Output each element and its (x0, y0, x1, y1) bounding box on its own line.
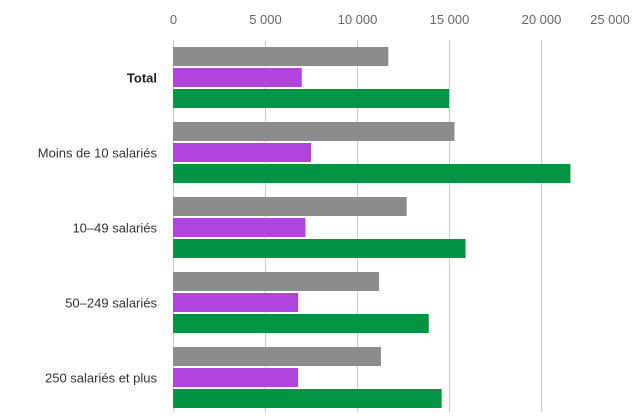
bar-series-3 (173, 239, 466, 258)
bar-series-3 (173, 389, 442, 408)
bars (173, 47, 571, 408)
x-tick-label: 25 000 (590, 12, 630, 27)
bar-series-2 (173, 368, 299, 387)
category-labels: Total Moins de 10 salariés 10–49 salariés 5… (38, 71, 158, 386)
bar-series-2 (173, 143, 311, 162)
x-tick-label: 15 000 (430, 12, 470, 27)
bar-series-1 (173, 47, 389, 66)
bar-series-1 (173, 347, 381, 366)
bar-series-3 (173, 89, 449, 108)
category-label: 250 salariés et plus (45, 371, 158, 386)
bar-series-2 (173, 293, 299, 312)
x-axis-ticks: 0 5 000 10 000 15 000 20 000 25 000 (170, 12, 630, 27)
category-label: Moins de 10 salariés (38, 146, 158, 161)
bar-series-3 (173, 314, 429, 333)
bar-series-2 (173, 218, 306, 237)
bar-series-1 (173, 197, 407, 216)
x-tick-label: 5 000 (249, 12, 282, 27)
bar-series-3 (173, 164, 571, 183)
bar-series-1 (173, 122, 455, 141)
bar-series-2 (173, 68, 302, 87)
category-label: 50–249 salariés (65, 296, 157, 311)
bar-series-1 (173, 272, 380, 291)
x-tick-label: 20 000 (522, 12, 562, 27)
x-tick-label: 10 000 (338, 12, 378, 27)
category-label: Total (127, 71, 157, 86)
x-tick-label: 0 (170, 12, 177, 27)
category-label: 10–49 salariés (72, 221, 157, 236)
